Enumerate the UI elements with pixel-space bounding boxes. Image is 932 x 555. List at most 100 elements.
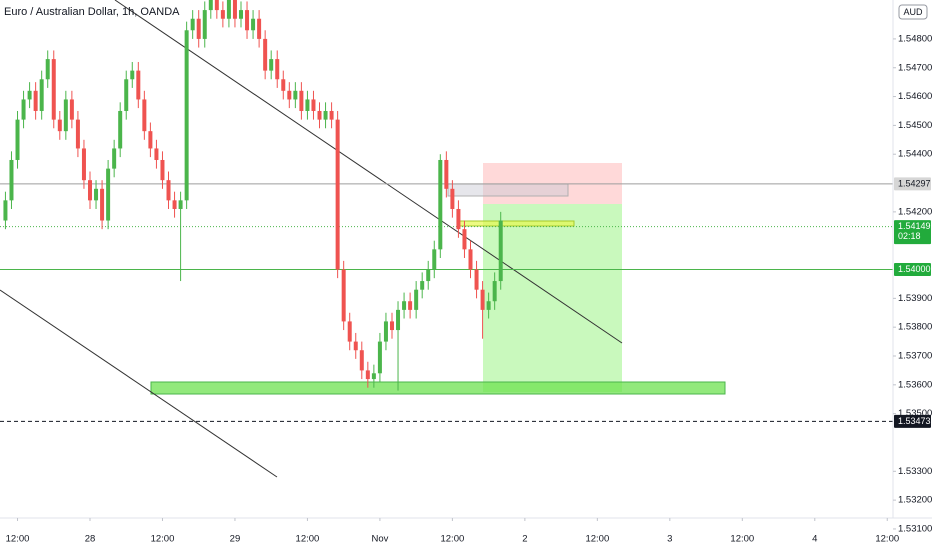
trend-line (114, 0, 623, 344)
candle-body (486, 301, 491, 310)
x-tick-label: 28 (85, 534, 96, 545)
price-tag-label: 1.53473 (898, 416, 931, 426)
y-tick-label: 1.53800 (898, 322, 932, 333)
candle-body (15, 119, 20, 160)
candle-body (172, 200, 177, 209)
candle-body (432, 249, 437, 270)
candle-body (287, 90, 292, 100)
y-tick-label: 1.53700 (898, 351, 932, 362)
drawings (0, 0, 726, 478)
candle-body (160, 159, 165, 181)
price-tag-label: 1.54297 (898, 178, 931, 188)
candle-body (57, 119, 62, 132)
axes: 1.54800 1.54700 1.54600 1.54500 1.54400 1.542… (6, 33, 932, 544)
candle-body (63, 99, 68, 132)
candle-body (329, 110, 334, 120)
candle-body (27, 90, 32, 100)
candle-body (3, 200, 8, 221)
candle-body (389, 321, 394, 331)
candle-body (94, 188, 99, 201)
candle-body (190, 18, 195, 31)
candle-body (408, 301, 413, 310)
y-tick-label: 1.54600 (898, 91, 932, 102)
candle-body (456, 208, 461, 230)
candle-body (220, 10, 225, 19)
trend-line (0, 289, 278, 478)
x-tick-label: 12:00 (151, 534, 175, 545)
candle-body (305, 99, 310, 111)
candle-body (498, 220, 503, 282)
currency-label[interactable]: AUD (903, 7, 923, 17)
candle-body (341, 269, 346, 322)
y-tick-label: 1.54700 (898, 62, 932, 73)
candle-body (178, 200, 183, 209)
candle-body (154, 148, 159, 160)
candle-body (359, 350, 364, 371)
price-tag (894, 177, 931, 191)
candle-body (166, 180, 171, 201)
x-tick-label: 2 (522, 534, 527, 545)
candle-body (299, 90, 304, 111)
candle-body (226, 0, 231, 19)
candle-body (335, 119, 340, 270)
candle-body (184, 30, 189, 201)
candle-body (365, 370, 370, 380)
y-tick-label: 1.53200 (898, 495, 932, 506)
candle-body (118, 110, 123, 149)
candle-body (468, 249, 473, 270)
candle-body (100, 188, 105, 221)
candle-body (317, 110, 322, 120)
candle-body (450, 188, 455, 209)
candle-body (75, 119, 80, 149)
countdown: 02:18 (898, 231, 921, 241)
y-tick-label: 1.53500 (898, 408, 932, 419)
candle-body (51, 59, 56, 120)
y-tick-label: 1.53300 (898, 466, 932, 477)
candle-body (251, 18, 256, 31)
candle-body (208, 0, 213, 11)
candle-body (124, 79, 129, 111)
candle-body (69, 99, 74, 120)
candle-body (196, 18, 201, 39)
price-tag (894, 414, 931, 428)
candle-body (426, 269, 431, 282)
resistance-box (447, 183, 569, 197)
y-tick-label: 1.53900 (898, 293, 932, 304)
candle-body (293, 90, 298, 100)
x-tick-label: 3 (667, 534, 672, 545)
candles (3, 0, 503, 391)
y-tick-label: 1.53100 (898, 523, 932, 534)
candle-body (202, 10, 207, 39)
candle-body (21, 99, 26, 120)
candle-body (480, 289, 485, 310)
x-tick-label: 12:00 (440, 534, 464, 545)
x-tick-label: 12:00 (730, 534, 754, 545)
candle-body (106, 168, 111, 221)
candle-body (438, 159, 443, 250)
support-zone (150, 381, 726, 395)
candle-body (39, 79, 44, 111)
x-tick-label: Nov (371, 534, 388, 545)
candle-body (275, 59, 280, 80)
x-tick-label: 12:00 (6, 534, 30, 545)
candle-body (353, 341, 358, 351)
candle-body (474, 269, 479, 290)
candle-body (377, 341, 382, 374)
y-tick-label: 1.53600 (898, 379, 932, 390)
x-tick-label: 12:00 (875, 534, 899, 545)
candle-body (112, 148, 117, 169)
price-tag (894, 263, 931, 277)
candle-body (245, 10, 250, 31)
candle-body (402, 301, 407, 310)
entry-box (458, 220, 575, 227)
currency-box[interactable] (898, 4, 928, 20)
x-tick-label: 12:00 (585, 534, 609, 545)
y-tick-label: 1.54500 (898, 120, 932, 131)
chart-title: Euro / Australian Dollar, 1h, OANDA (4, 6, 180, 18)
candle-body (323, 110, 328, 120)
y-tick-label: 1.54400 (898, 149, 932, 160)
y-tick-label: 1.54800 (898, 33, 932, 44)
